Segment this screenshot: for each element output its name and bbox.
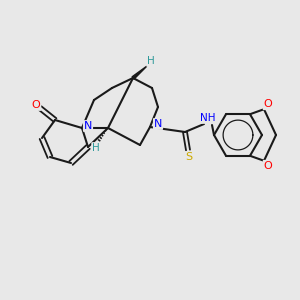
Polygon shape [132, 66, 147, 79]
Text: N: N [84, 121, 92, 131]
Text: S: S [185, 152, 193, 162]
Text: O: O [264, 161, 272, 171]
Text: O: O [32, 100, 40, 110]
Text: NH: NH [200, 113, 216, 123]
Text: H: H [92, 143, 100, 153]
Text: H: H [147, 56, 155, 66]
Text: N: N [154, 119, 162, 129]
Text: O: O [264, 99, 272, 109]
